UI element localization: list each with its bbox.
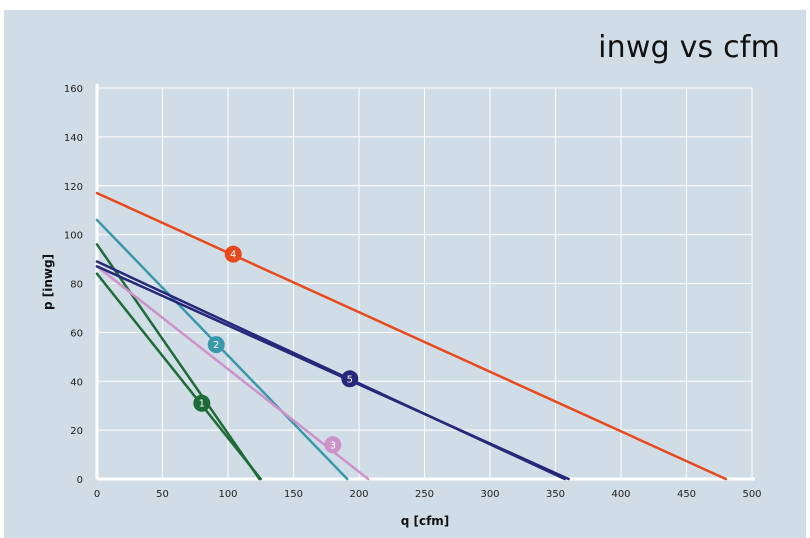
series-marker-label-2: 2 (213, 340, 219, 351)
y-tick-label: 80 (70, 280, 83, 291)
x-axis-label: q [cfm] (401, 514, 450, 528)
x-tick-label: 250 (415, 489, 434, 500)
series-marker-2 (207, 336, 225, 354)
series-marker-1 (193, 394, 211, 412)
x-tick-label: 150 (284, 489, 303, 500)
series-marker-label-4: 4 (230, 250, 236, 261)
x-tick-label: 0 (94, 489, 100, 500)
series-lines (95, 191, 728, 481)
series-marker-label-5: 5 (347, 374, 353, 385)
grid (97, 87, 753, 479)
chart-background (4, 10, 806, 538)
series-marker-5 (341, 370, 359, 388)
axes (95, 84, 755, 481)
tick-labels: 0 50 100 150 200 250 300 350 400 450 500 0 20 40 60 80 1… (64, 84, 762, 500)
y-tick-label: 100 (64, 231, 83, 242)
y-axis-label: p [inwg] (41, 254, 55, 310)
x-tick-label: 300 (480, 489, 499, 500)
series-line-1 (95, 272, 262, 481)
y-tick-label: 40 (70, 377, 83, 388)
series-line-5 (95, 265, 570, 481)
series-line-3 (95, 265, 370, 481)
series-marker-4 (224, 245, 242, 263)
y-tick-label: 20 (70, 426, 83, 437)
series-line-1 (95, 243, 261, 481)
chart-title: inwg vs cfm (598, 30, 780, 65)
y-tick-label: 160 (64, 84, 83, 95)
y-tick-label: 140 (64, 133, 83, 144)
x-tick-label: 200 (349, 489, 368, 500)
x-tick-label: 450 (677, 489, 696, 500)
x-tick-label: 500 (742, 489, 761, 500)
series-marker-label-3: 3 (330, 440, 336, 451)
y-tick-label: 120 (64, 182, 83, 193)
series-line-4 (95, 191, 728, 481)
x-tick-label: 350 (546, 489, 565, 500)
x-tick-label: 400 (611, 489, 630, 500)
series-marker-label-1: 1 (199, 399, 205, 410)
y-tick-label: 60 (70, 328, 83, 339)
series-markers: 1 2 3 4 5 (193, 245, 359, 454)
y-tick-label: 0 (77, 475, 83, 486)
x-tick-label: 50 (156, 489, 169, 500)
series-marker-3 (324, 436, 342, 454)
x-tick-label: 100 (218, 489, 237, 500)
